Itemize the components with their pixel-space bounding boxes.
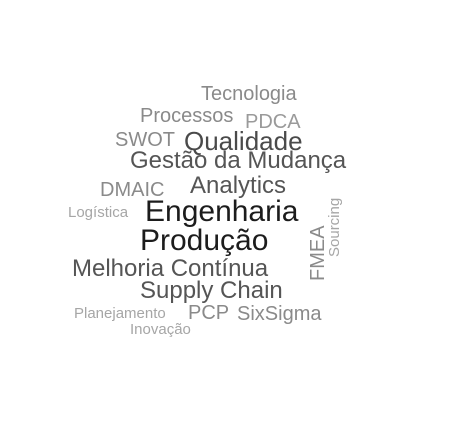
word-engenharia: Engenharia: [145, 195, 299, 228]
word-inovacao: Inovação: [130, 321, 191, 338]
word-producao: Produção: [140, 224, 269, 257]
word-dmaic: DMAIC: [100, 179, 165, 201]
word-logistica: Logística: [68, 204, 129, 221]
word-sixsigma: SixSigma: [237, 303, 322, 325]
word-pcp: PCP: [188, 302, 230, 324]
word-processos: Processos: [140, 105, 234, 127]
word-melhoria-continua: Melhoria Contínua: [72, 255, 269, 282]
word-qualidade: Qualidade: [184, 126, 303, 156]
word-tecnologia: Tecnologia: [201, 83, 297, 105]
word-pdca: PDCA: [245, 111, 301, 133]
word-swot: SWOT: [115, 129, 175, 151]
word-supply-chain: Supply Chain: [140, 277, 283, 304]
word-planejamento: Planejamento: [74, 305, 166, 322]
word-analytics: Analytics: [190, 172, 287, 199]
word-gestao-da-mudanca: Gestão da Mudança: [130, 147, 347, 174]
word-fmea: FMEA: [307, 225, 329, 281]
word-sourcing: Sourcing: [326, 197, 343, 257]
